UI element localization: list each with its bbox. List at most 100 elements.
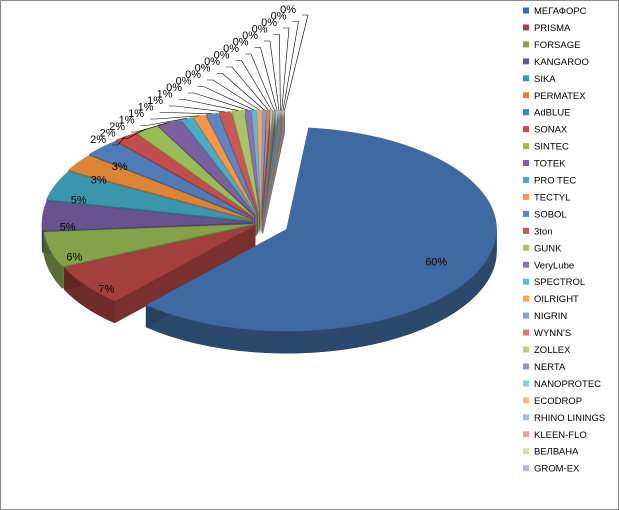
legend-item-totek: TOTEK <box>523 159 566 170</box>
leader-line-nigrin <box>216 73 265 111</box>
legend-swatch <box>523 41 529 48</box>
data-label-rhino-linings: 0% <box>252 24 268 36</box>
legend-swatch <box>523 414 529 421</box>
legend-label: TOTEK <box>534 159 566 170</box>
leader-line-sintec <box>121 128 147 139</box>
data-label-spectrol: 0% <box>176 76 192 88</box>
legend-swatch <box>523 278 529 285</box>
legend-swatch <box>523 448 529 455</box>
legend-swatch <box>523 58 529 65</box>
legend-item-tectyl: TECTYL <box>523 192 570 203</box>
slice-item-0 <box>145 127 497 354</box>
data-label-verylube: 0% <box>166 82 182 94</box>
legend-item-adblue: AdBLUE <box>523 108 570 119</box>
legend-swatch <box>523 431 529 438</box>
legend-item-3ton: 3ton <box>523 226 553 237</box>
legend-swatch <box>523 363 529 370</box>
legend-item-item-0: МЕГАФОРС <box>523 6 587 17</box>
legend-label: МЕГАФОРС <box>534 6 587 17</box>
legend-label: KLEEN-FLO <box>534 430 587 441</box>
legend-item-oilright: OILRIGHT <box>523 294 579 305</box>
slice-nigrin <box>261 109 267 235</box>
leader-line-grom-ex <box>284 14 309 111</box>
legend-item-nanoprotec: NANOPROTEC <box>523 379 601 390</box>
legend-item-spectrol: SPECTROL <box>523 277 585 288</box>
legend-label: PERMATEX <box>534 91 586 102</box>
data-label-kangaroo: 5% <box>60 222 76 234</box>
legend-swatch <box>523 329 529 336</box>
legend-item-sonax: SONAX <box>523 125 568 136</box>
data-labels: 60%7%6%5%5%3%3%2%2%2%1%1%1%1%1%0%0%0%0%0… <box>60 4 448 295</box>
legend-swatch <box>523 75 529 82</box>
legend-swatch <box>523 193 529 200</box>
legend-label: ECODROP <box>534 396 582 407</box>
data-label-item-0: 60% <box>425 257 447 269</box>
legend-label: SIKA <box>534 74 556 85</box>
legend-item-wynn-s: WYNN'S <box>523 328 571 339</box>
legend-label: SOBOL <box>534 209 567 220</box>
legend-item-forsage: FORSAGE <box>523 40 580 51</box>
slice-prisma <box>63 225 256 324</box>
leader-line-wynn-s <box>226 66 269 111</box>
data-label-permatex: 3% <box>91 174 107 186</box>
data-label-grom-ex: 0% <box>280 4 296 16</box>
legend-label: SONAX <box>534 125 568 136</box>
data-label-nigrin: 0% <box>195 63 211 75</box>
data-label-sika: 5% <box>71 194 87 206</box>
data-label-adblue: 3% <box>112 161 128 173</box>
legend-swatch <box>523 143 529 150</box>
leader-line-spectrol <box>197 86 255 111</box>
data-label-nanoprotec: 0% <box>233 37 249 49</box>
legend-label: 3ton <box>534 226 553 237</box>
data-label-tectyl: 1% <box>128 108 144 120</box>
leader-line-sonax <box>112 136 126 146</box>
leader-line-kleen-flo <box>281 27 290 111</box>
legend-item-sintec: SINTEC <box>523 142 569 153</box>
data-label-sobol: 1% <box>138 102 154 114</box>
legend-swatch <box>523 346 529 353</box>
data-label-sonax: 2% <box>90 134 106 146</box>
data-label-forsage: 6% <box>66 252 82 264</box>
legend-swatch <box>523 177 529 183</box>
legend-item-ecodrop: ECODROP <box>523 396 582 407</box>
legend-item-nigrin: NIGRIN <box>523 311 567 322</box>
legend-item-pro-tec: PRO TEC <box>523 176 576 187</box>
legend-item-zollex: ZOLLEX <box>523 345 571 356</box>
data-label-wynn-s: 0% <box>204 56 220 68</box>
legend-label: AdBLUE <box>534 108 570 119</box>
legend-item-kangaroo: KANGAROO <box>523 57 589 68</box>
legend-swatch <box>523 465 529 472</box>
pie-slices <box>41 109 497 354</box>
data-label-pro-tec: 1% <box>119 115 135 127</box>
leader-lines <box>112 14 309 146</box>
data-label-3ton: 1% <box>147 95 163 107</box>
legend-swatch <box>523 109 529 116</box>
leader-line-oilright <box>207 79 260 111</box>
legend-label: KANGAROO <box>534 57 589 68</box>
legend-label: VeryLube <box>534 260 574 271</box>
legend-label: NIGRIN <box>534 311 567 322</box>
legend-item-grom-ex: GROM-EX <box>523 464 580 475</box>
legend-swatch <box>523 160 529 167</box>
legend-label: WYNN'S <box>534 328 571 339</box>
legend-swatch <box>523 92 529 99</box>
leader-line-nerta <box>245 53 275 111</box>
leader-line-tectyl <box>150 115 200 120</box>
data-label-zollex: 0% <box>214 50 230 62</box>
legend-label: PRISMA <box>534 23 571 34</box>
legend-item-permatex: PERMATEX <box>523 91 586 102</box>
leader-line-3ton <box>169 105 225 113</box>
leader-line-rhino-linings <box>273 34 281 111</box>
legend-item-kleen-flo: KLEEN-FLO <box>523 430 587 441</box>
legend-item-verylube: VeryLube <box>523 260 574 271</box>
data-label-prisma: 7% <box>98 283 114 295</box>
legend-item-item-26: ВЕЛВАНА <box>523 447 579 458</box>
legend-swatch <box>523 397 529 404</box>
legend-swatch <box>523 312 529 319</box>
leader-line-zollex <box>235 60 272 111</box>
data-label-totek: 2% <box>109 121 125 133</box>
leader-line-sobol <box>159 112 212 115</box>
leader-line-item-26 <box>282 21 299 111</box>
leader-line-totek <box>131 122 170 133</box>
leader-line-nanoprotec <box>254 47 278 111</box>
